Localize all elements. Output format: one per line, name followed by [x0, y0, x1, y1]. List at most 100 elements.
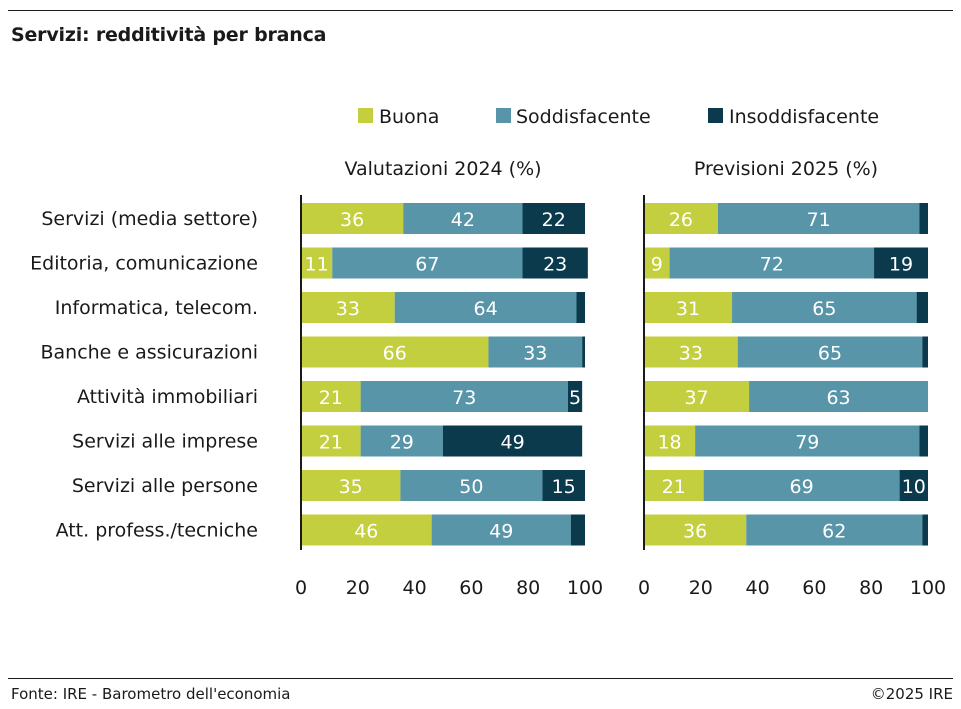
bar-value-label: 79 [795, 432, 819, 454]
bar-value-label: 66 [383, 343, 407, 365]
category-label: Servizi alle persone [72, 475, 258, 497]
x-tick-label: 100 [910, 577, 946, 599]
x-tick-label: 40 [746, 577, 770, 599]
bar-segment [746, 514, 923, 546]
bar-segment [301, 381, 361, 412]
bar-segment [360, 425, 443, 457]
bar-value-label: 33 [679, 343, 703, 365]
legend-label-0: Buona [379, 106, 439, 128]
bar-segment [669, 247, 875, 279]
legend-label-1: Soddisfacente [516, 106, 651, 128]
bar-segment [301, 203, 404, 234]
bar-segment [400, 470, 543, 501]
category-label: Banche e assicurazioni [40, 342, 258, 364]
legend-swatch-0 [358, 108, 373, 123]
bar-segment [570, 514, 585, 546]
bar-segment [332, 247, 523, 279]
footer-copyright: ©2025 IRE [870, 685, 953, 703]
bar-value-label: 35 [339, 476, 363, 498]
bar-value-label: 65 [818, 343, 842, 365]
x-tick-label: 20 [689, 577, 713, 599]
category-label: Informatica, telecom. [55, 297, 258, 319]
bar-segment [522, 203, 585, 234]
bar-value-label: 21 [319, 432, 343, 454]
bar-segment [576, 292, 585, 323]
bar-value-label: 33 [336, 298, 360, 320]
panel-title-1: Previsioni 2025 (%) [694, 158, 878, 180]
bar-segment [916, 292, 928, 323]
bar-segment [899, 470, 928, 501]
bar-segment [301, 425, 361, 457]
chart-title: Servizi: redditività per branca [11, 24, 327, 46]
x-tick-label: 60 [802, 577, 826, 599]
bar-segment [644, 292, 733, 323]
footer-source: Fonte: IRE - Barometro dell'economia [11, 685, 291, 703]
bar-value-label: 49 [489, 521, 513, 543]
bar-value-label: 46 [354, 521, 378, 543]
bar-segment [488, 336, 583, 368]
bar-value-label: 19 [889, 254, 913, 276]
bar-segment [703, 470, 900, 501]
bar-value-label: 26 [669, 209, 693, 231]
bar-segment [301, 514, 432, 546]
bar-segment [403, 203, 523, 234]
bar-value-label: 21 [662, 476, 686, 498]
bar-value-label: 73 [452, 387, 476, 409]
bar-value-label: 50 [459, 476, 483, 498]
x-tick-label: 80 [859, 577, 883, 599]
bar-value-label: 21 [319, 387, 343, 409]
x-tick-label: 80 [516, 577, 540, 599]
bar-value-label: 63 [826, 387, 850, 409]
bar-value-label: 42 [451, 209, 475, 231]
x-tick-label: 40 [403, 577, 427, 599]
bar-value-label: 15 [552, 476, 576, 498]
bottom-rule [8, 678, 953, 679]
category-label: Att. profess./tecniche [56, 520, 258, 542]
bar-segment [301, 470, 401, 501]
bar-segment [919, 425, 928, 457]
x-tick-label: 0 [638, 577, 650, 599]
bar-value-label: 10 [902, 476, 926, 498]
bar-value-label: 71 [807, 209, 831, 231]
bar-segment [644, 381, 750, 412]
bar-value-label: 69 [790, 476, 814, 498]
bar-value-label: 49 [500, 432, 524, 454]
bar-segment [443, 425, 583, 457]
bar-segment [922, 514, 928, 546]
bar-segment [644, 336, 738, 368]
category-label: Attività immobiliari [77, 386, 258, 408]
bar-segment [567, 381, 583, 412]
bar-value-label: 36 [340, 209, 364, 231]
bar-segment [644, 247, 670, 279]
bar-segment [644, 470, 704, 501]
bar-value-label: 37 [684, 387, 708, 409]
legend-swatch-2 [708, 108, 723, 123]
bar-segment [301, 336, 489, 368]
x-tick-label: 60 [459, 577, 483, 599]
bar-segment [732, 292, 917, 323]
bar-segment [874, 247, 928, 279]
bar-segment [582, 336, 585, 368]
bar-segment [695, 425, 920, 457]
bar-value-label: 31 [676, 298, 700, 320]
bar-value-label: 36 [683, 521, 707, 543]
bar-value-label: 5 [569, 387, 581, 409]
bar-value-label: 62 [822, 521, 846, 543]
bar-segment [644, 425, 696, 457]
bar-value-label: 11 [305, 254, 329, 276]
bar-value-label: 64 [474, 298, 498, 320]
x-tick-label: 0 [295, 577, 307, 599]
bar-segment [394, 292, 577, 323]
bar-segment [922, 336, 928, 368]
bar-segment [301, 292, 395, 323]
legend-label-2: Insoddisfacente [729, 106, 879, 128]
legend-swatch-1 [496, 108, 511, 123]
bar-value-label: 23 [543, 254, 567, 276]
bar-segment [737, 336, 923, 368]
bar-value-label: 33 [523, 343, 547, 365]
bar-segment [542, 470, 585, 501]
bar-value-label: 72 [760, 254, 784, 276]
bar-segment [360, 381, 568, 412]
bar-value-label: 9 [651, 254, 663, 276]
